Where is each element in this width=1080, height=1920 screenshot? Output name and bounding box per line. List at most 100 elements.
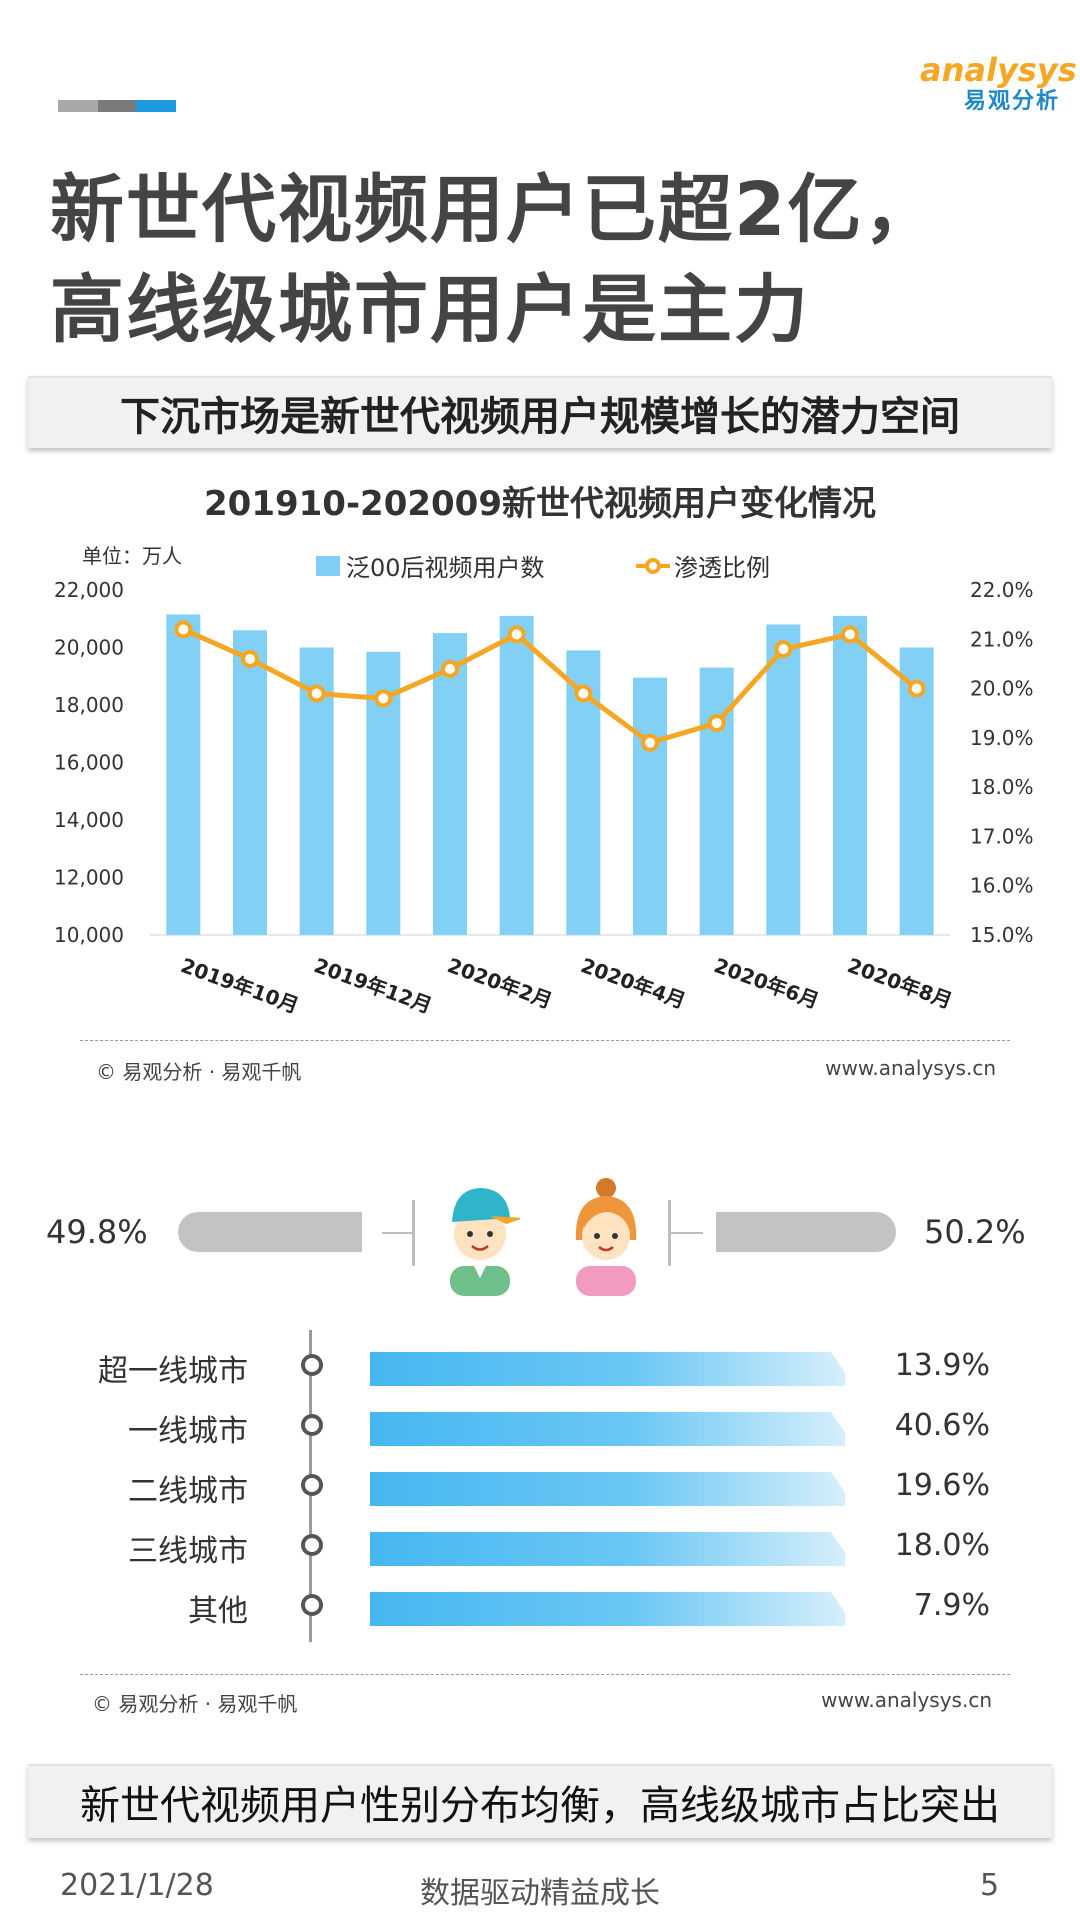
- bar: [433, 633, 467, 935]
- x-tick-label: 2020年2月: [444, 953, 555, 1013]
- y-right-tick-label: 18.0%: [970, 775, 1034, 799]
- bar: [233, 630, 267, 935]
- girl-avatar-icon: [575, 1178, 637, 1296]
- male-bracket-h: [382, 1232, 412, 1234]
- divider-dotted-1: [80, 1040, 1010, 1041]
- legend-bar-label: 泛00后视频用户数: [346, 554, 545, 582]
- line-point: [774, 640, 793, 659]
- footer-slogan: 数据驱动精益成长: [420, 1876, 660, 1911]
- city-marker-circle: [301, 1594, 323, 1616]
- line-point: [841, 625, 859, 644]
- male-bar: [178, 1212, 362, 1252]
- section-banner-bottom: 新世代视频用户性别分布均衡，高线级城市占比突出: [28, 1764, 1052, 1838]
- city-marker-circle: [301, 1414, 323, 1436]
- source-right-1: www.analysys.cn: [825, 1056, 996, 1080]
- y-right-tick-label: 15.0%: [970, 923, 1034, 947]
- penetration-line: [182, 627, 919, 746]
- city-percent: 7.9%: [913, 1588, 990, 1623]
- city-bar: [370, 1592, 845, 1626]
- city-bar: [370, 1532, 845, 1566]
- y-left-tick-label: 18,000: [54, 693, 124, 717]
- x-tick-label: 2020年8月: [844, 953, 955, 1013]
- city-label: 三线城市: [128, 1534, 248, 1569]
- female-bracket-v: [668, 1200, 671, 1266]
- bar: [499, 615, 534, 935]
- city-bar: [370, 1412, 845, 1446]
- footer-page-number: 5: [980, 1868, 1000, 1903]
- city-marker-circle: [301, 1474, 323, 1496]
- female-bracket-h: [671, 1232, 703, 1234]
- x-tick-label: 2020年4月: [578, 953, 689, 1013]
- y-right-tick-label: 17.0%: [970, 824, 1034, 848]
- city-marker-circle: [301, 1354, 323, 1376]
- y-right-tick-label: 19.0%: [970, 726, 1034, 750]
- y-left-tick-label: 16,000: [54, 751, 124, 775]
- male-bracket-v: [412, 1200, 415, 1266]
- legend-bars: 泛00后视频用户数: [316, 548, 545, 583]
- footer-date: 2021/1/28: [60, 1868, 214, 1903]
- chart-title: 201910-202009新世代视频用户变化情况: [204, 484, 876, 524]
- accent-bar-gray-light: [58, 100, 98, 112]
- title-line-2: 高线级城市用户是主力: [50, 267, 810, 353]
- accent-bar-blue: [136, 100, 176, 112]
- line-point: [374, 689, 393, 708]
- y-right-tick-label: 20.0%: [970, 677, 1034, 701]
- city-percent: 40.6%: [894, 1408, 990, 1443]
- line-point: [574, 684, 593, 703]
- logo-text-en: analysys: [920, 51, 1077, 89]
- city-label: 超一线城市: [98, 1354, 248, 1389]
- divider-dotted-2: [80, 1674, 1010, 1675]
- legend-bar-swatch: [316, 555, 340, 576]
- city-label: 其他: [188, 1594, 248, 1629]
- x-tick-label: 2019年12月: [311, 953, 435, 1018]
- y-right-tick-label: 16.0%: [970, 874, 1034, 898]
- legend-line-label: 渗透比例: [674, 554, 770, 582]
- city-bar: [370, 1472, 845, 1506]
- y-right-tick-label: 21.0%: [970, 627, 1034, 651]
- boy-avatar-icon: [450, 1188, 520, 1296]
- line-point: [707, 714, 726, 733]
- accent-bar-gray-dark: [98, 100, 136, 112]
- line-point: [641, 733, 659, 752]
- chart-unit-label: 单位：万人: [82, 544, 182, 568]
- city-bar: [370, 1352, 845, 1386]
- city-percent: 13.9%: [894, 1348, 990, 1383]
- line-point: [241, 650, 259, 668]
- y-left-tick-label: 22,000: [54, 578, 124, 602]
- combo-chart: 10,000 12,000 14,000 16,000 18,000 20,000 22,0…: [54, 578, 1034, 1018]
- bar: [766, 624, 801, 935]
- city-marker-circle: [301, 1534, 323, 1556]
- source-left-2: © 易观分析 · 易观千帆: [92, 1692, 298, 1716]
- line-point: [441, 659, 459, 678]
- line-point: [307, 684, 326, 703]
- bar: [833, 615, 867, 935]
- female-bar: [716, 1212, 896, 1252]
- section-banner-top: 下沉市场是新世代视频用户规模增长的潜力空间: [28, 376, 1052, 448]
- y-left-tick-label: 10,000: [54, 923, 124, 947]
- bar: [166, 614, 201, 935]
- line-point: [907, 679, 926, 698]
- x-tick-label: 2019年10月: [178, 953, 302, 1018]
- city-percent: 18.0%: [894, 1528, 990, 1563]
- y-left-tick-label: 12,000: [54, 866, 124, 890]
- page-title: 新世代视频用户已超2亿， 高线级城市用户是主力: [50, 160, 1050, 360]
- city-percent: 19.6%: [894, 1468, 990, 1503]
- source-right-2: www.analysys.cn: [821, 1688, 992, 1712]
- line-point: [174, 620, 193, 639]
- female-percent: 50.2%: [924, 1213, 1026, 1251]
- title-line-1: 新世代视频用户已超2亿，: [50, 167, 940, 253]
- bar: [633, 677, 667, 935]
- source-left-1: © 易观分析 · 易观千帆: [96, 1060, 302, 1084]
- city-label: 二线城市: [128, 1474, 248, 1509]
- city-label: 一线城市: [128, 1414, 248, 1449]
- line-point: [507, 625, 526, 644]
- analysys-logo: analysys 易观分析: [920, 51, 1077, 116]
- y-left-tick-label: 20,000: [54, 636, 124, 660]
- male-percent: 49.8%: [46, 1213, 148, 1251]
- logo-text-cn: 易观分析: [963, 89, 1060, 114]
- legend-line-swatch: [636, 557, 670, 574]
- legend-line: 渗透比例: [636, 548, 770, 583]
- y-left-tick-label: 14,000: [54, 808, 124, 832]
- x-tick-label: 2020年6月: [711, 953, 822, 1013]
- y-right-tick-label: 22.0%: [970, 578, 1034, 602]
